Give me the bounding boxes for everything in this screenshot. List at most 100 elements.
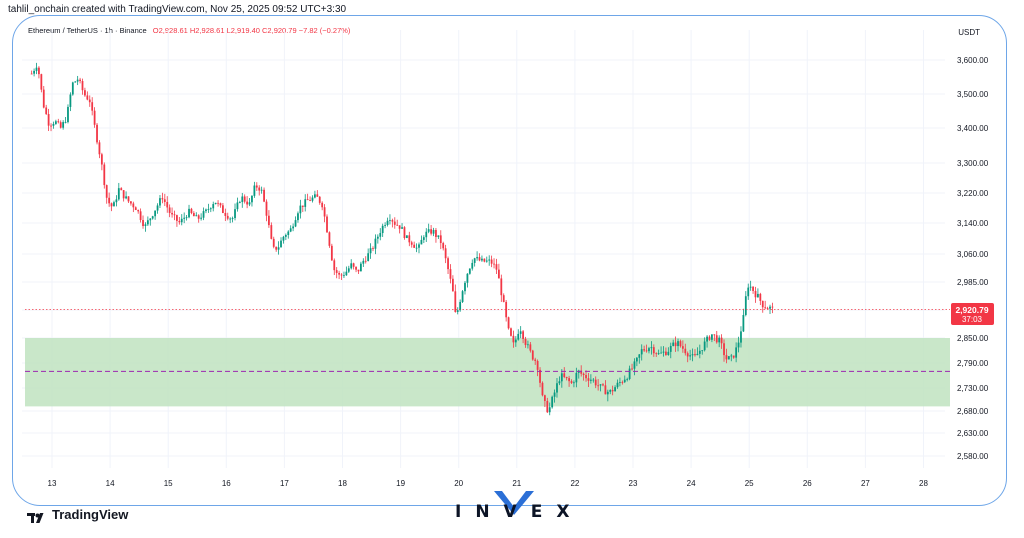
candle-body (272, 238, 275, 247)
candle-body (582, 373, 585, 376)
candle-body (50, 125, 52, 127)
candle-body (190, 208, 193, 214)
last-price-value: 2,920.79 (955, 305, 988, 315)
candle-body (292, 226, 295, 229)
candle-body (231, 218, 234, 219)
candle-body (442, 243, 445, 249)
candle-body (522, 331, 524, 339)
candle-body (314, 194, 316, 198)
candle-body (473, 258, 476, 263)
candle-body (606, 391, 609, 395)
candle-body (623, 379, 626, 383)
candle-body (280, 240, 282, 248)
candle-body (478, 257, 481, 261)
candle-body (154, 210, 157, 217)
candle-body (110, 203, 113, 207)
symbol-name: Ethereum / TetherUS · 1h · Binance (28, 26, 147, 35)
candle-body (113, 202, 115, 207)
candle-body (168, 207, 171, 213)
candle-body (263, 189, 265, 202)
candle-body (350, 263, 353, 269)
candle-body (512, 335, 515, 343)
candle-body (652, 347, 655, 354)
x-tick-label: 14 (106, 479, 115, 488)
candle-body (718, 337, 721, 343)
candle-body (62, 122, 65, 128)
candle-body (178, 220, 181, 223)
candle-body (275, 246, 278, 250)
candle-body (585, 375, 587, 379)
candle-body (234, 209, 236, 219)
candle-body (323, 207, 326, 217)
x-tick-label: 17 (280, 479, 289, 488)
candle-body (79, 79, 81, 82)
x-axis: 13 14 15 16 17 18 19 20 21 22 23 24 25 26 27 28 (48, 479, 929, 488)
x-tick-label: 27 (861, 479, 870, 488)
candle-body (260, 189, 263, 191)
candle-body (137, 210, 140, 212)
candle-body (328, 232, 331, 246)
y-tick-label: 2,580.00 (957, 452, 989, 461)
candle-body (401, 227, 403, 229)
symbol-legend[interactable]: Ethereum / TetherUS · 1h · Binance O2,92… (28, 26, 350, 35)
tradingview-logo[interactable]: TradingView (27, 507, 128, 523)
candle-body (425, 231, 428, 238)
candle-body (246, 201, 249, 205)
candle-body (115, 199, 118, 203)
candle-body (747, 287, 750, 297)
candle-body (253, 185, 256, 196)
candle-body (294, 220, 297, 227)
candle-body (507, 317, 510, 329)
candle-body (287, 231, 290, 235)
candle-body (76, 79, 79, 82)
candle-body (309, 200, 311, 201)
candle-body (338, 272, 341, 275)
candle-body (180, 218, 183, 223)
candle-body (645, 350, 648, 352)
candle-body (91, 102, 94, 111)
candle-body (364, 260, 367, 262)
candle-body (86, 95, 89, 100)
candle-body (217, 202, 219, 204)
candle-body (359, 263, 362, 272)
candle-body (766, 308, 769, 310)
candle-body (282, 236, 285, 241)
candle-body (405, 235, 408, 238)
candle-body (602, 384, 604, 386)
candle-body (67, 106, 69, 123)
candle-body (539, 369, 541, 383)
candle-body (40, 74, 43, 90)
candle-body (594, 379, 597, 386)
x-tick-label: 22 (570, 479, 579, 488)
candle-body (422, 237, 425, 240)
candle-body (258, 187, 261, 191)
candle-body (45, 107, 48, 115)
candle-body (214, 202, 217, 205)
candle-body (587, 378, 590, 381)
invex-logo: INVEX (455, 491, 575, 528)
candle-body (355, 266, 357, 270)
candle-body (657, 353, 660, 354)
candle-body (122, 190, 125, 199)
candle-body (476, 257, 478, 259)
candle-body (120, 188, 123, 191)
candle-body (142, 220, 144, 226)
candle-body (435, 229, 437, 238)
y-tick-label: 3,600.00 (957, 56, 989, 65)
candle-body (456, 310, 459, 312)
candle-body (546, 400, 549, 413)
candle-body (396, 224, 399, 226)
candle-body (393, 221, 396, 225)
candle-body (727, 356, 730, 360)
candle-body (333, 260, 336, 271)
candle-body (626, 379, 629, 380)
candle-body (461, 291, 464, 302)
candle-body (616, 382, 619, 388)
last-price-countdown: 37:03 (962, 315, 983, 324)
candle-body (185, 217, 188, 219)
candle-body (621, 382, 624, 383)
candle-body (536, 360, 539, 370)
candle-body (144, 224, 147, 226)
candle-body (737, 342, 740, 348)
